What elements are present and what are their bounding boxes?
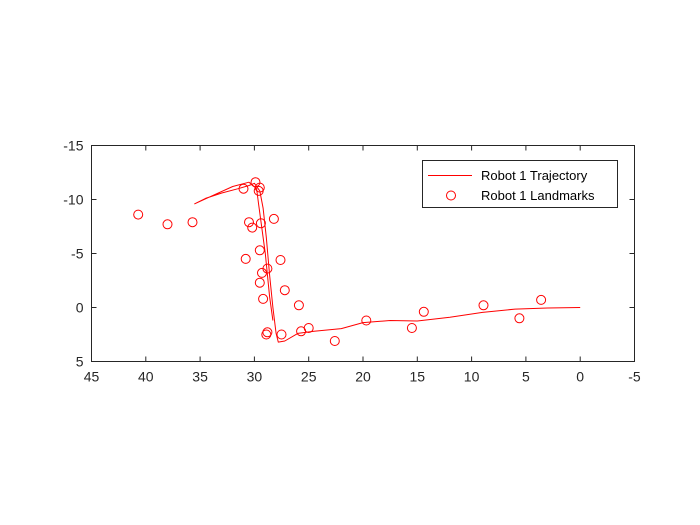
landmark-marker [262, 263, 273, 274]
x-tick-label: 5 [522, 369, 530, 385]
x-tick-label: 45 [84, 369, 100, 385]
landmark-marker [406, 323, 417, 333]
series-layer [133, 177, 581, 346]
legend-label: Robot 1 Landmarks [481, 188, 595, 203]
landmark-marker [255, 218, 266, 229]
landmark-marker [276, 329, 287, 340]
landmark-marker [254, 277, 265, 288]
landmark-marker [261, 329, 272, 340]
x-tick-label: 30 [247, 369, 263, 385]
landmark-marker [268, 213, 279, 224]
x-tick-label: 10 [464, 369, 480, 385]
legend-box [422, 160, 618, 208]
landmark-marker [418, 306, 429, 317]
landmark-marker [187, 217, 198, 228]
x-axis-ticks: 45 40 35 30 25 20 15 10 5 0 -5 [84, 145, 641, 385]
x-tick-label: 0 [576, 369, 584, 385]
x-tick-label: 25 [301, 369, 317, 385]
landmark-marker [536, 294, 547, 305]
y-axis-ticks: -15 -10 -5 0 5 [63, 138, 635, 370]
landmark-marker [293, 300, 304, 311]
x-tick-label: 15 [410, 369, 426, 385]
landmark-marker [303, 323, 314, 333]
landmark-marker [262, 327, 273, 338]
legend-label: Robot 1 Trajectory [481, 168, 588, 183]
trajectory-line [194, 181, 581, 343]
landmark-marker [514, 313, 525, 324]
y-tick-label: 0 [76, 300, 84, 316]
landmark-marker [244, 217, 254, 228]
landmark-marker [361, 315, 372, 326]
landmark-marker [238, 183, 249, 194]
x-tick-label: 20 [355, 369, 371, 385]
y-tick-label: 5 [76, 354, 84, 370]
x-tick-label: -5 [628, 369, 641, 385]
x-tick-label: 40 [138, 369, 154, 385]
landmark-marker [247, 222, 258, 233]
y-tick-label: -5 [71, 246, 84, 262]
legend: Robot 1 Trajectory Robot 1 Landmarks [422, 160, 618, 208]
landmark-marker [254, 245, 265, 256]
landmark-marker [162, 219, 173, 230]
landmark-marker [258, 293, 269, 304]
landmark-marker [133, 209, 144, 220]
landmark-marker [329, 336, 340, 346]
landmark-marker [478, 300, 489, 311]
landmark-marker [240, 253, 251, 264]
y-tick-label: -15 [63, 138, 83, 154]
legend-marker-swatch [446, 190, 456, 201]
landmark-marker [254, 182, 265, 193]
y-tick-label: -10 [63, 192, 83, 208]
landmark-marker [275, 255, 286, 265]
x-tick-label: 35 [192, 369, 208, 385]
landmark-marker [279, 285, 290, 296]
